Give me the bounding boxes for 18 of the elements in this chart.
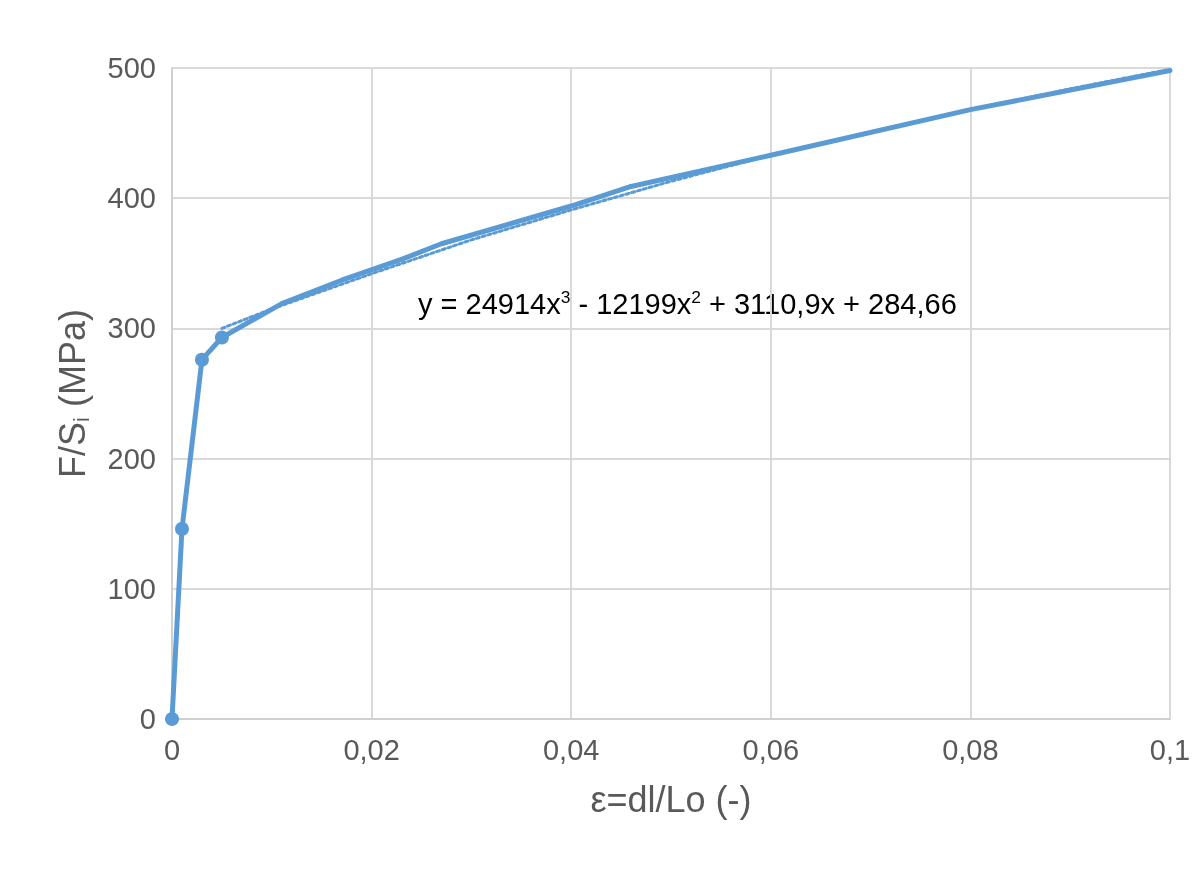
x-axis-title: ε=dl/Lo (-) (590, 778, 752, 820)
x-tick-label: 0,1 (1149, 733, 1191, 766)
y-tick-label: 0 (139, 703, 156, 735)
y-tick-label: 200 (107, 442, 156, 475)
x-tick-label: 0,08 (942, 733, 999, 766)
y-tick-label: 500 (107, 52, 156, 84)
x-tick-label: 0,02 (343, 733, 400, 766)
point (174, 521, 189, 536)
x-tick-label: 0 (163, 733, 181, 766)
y-tick-label: 400 (107, 182, 156, 215)
y-tick-label: 300 (107, 312, 156, 345)
point (165, 712, 179, 726)
x-tick-label: 0,06 (742, 733, 800, 766)
point (194, 352, 209, 367)
y-axis-title: F/Si (MPa) (51, 309, 94, 478)
y-tick-label: 100 (107, 572, 156, 605)
x-tick-label: 0,04 (542, 733, 600, 766)
point (214, 330, 229, 345)
